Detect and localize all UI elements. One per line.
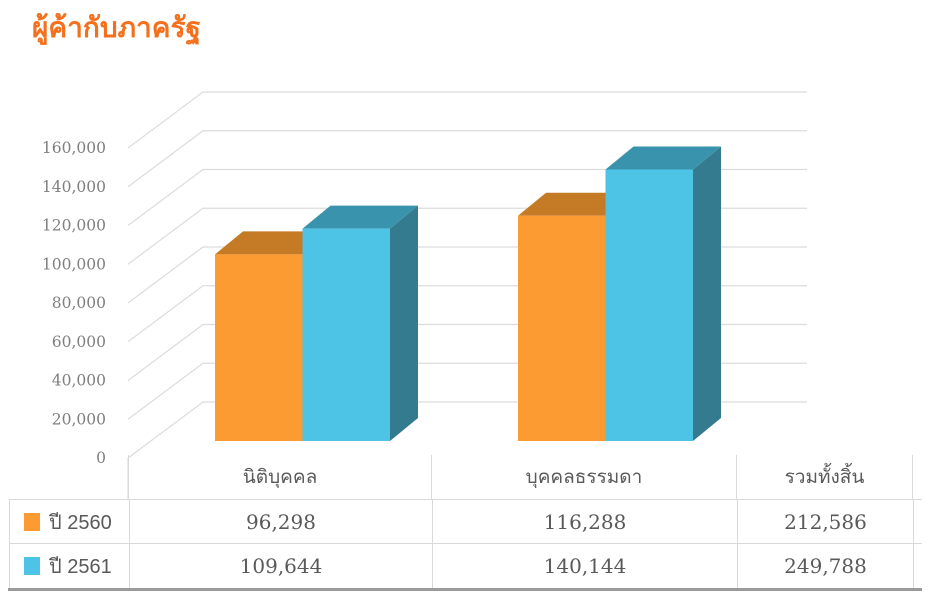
y-axis-tick-label: 60,000 [52,333,106,351]
bar-y2561-cat1[interactable] [302,205,419,441]
value-y2560-total: 212,586 [737,500,914,543]
table-row: ปี 2561 109,644 140,144 249,788 [9,543,922,588]
bar-top-face[interactable] [215,231,331,255]
bar-side-face[interactable] [390,205,418,441]
value-y2561-cat1: 109,644 [129,544,432,588]
bar-side-face[interactable] [693,146,721,441]
legend-label-y2561: ปี 2561 [49,556,112,578]
table-header-total: รวมทั้งสิ้น [736,455,913,499]
table-header-category-2: บุคคลธรรมดา [431,455,736,499]
page-title: ผู้ค้ากับภาครัฐ [32,12,201,43]
y-axis-tick-label: 20,000 [52,410,106,428]
gridline [127,91,807,149]
y-axis-tick-label: 100,000 [42,255,106,273]
y-axis-tick-label: 40,000 [52,372,106,390]
gridline [127,130,807,188]
bar-front-face[interactable] [302,228,391,441]
value-y2561-cat2: 140,144 [432,544,737,588]
bar-top-face[interactable] [605,146,722,170]
legend-swatch-y2560 [24,512,40,531]
bar-front-face[interactable] [605,169,694,441]
legend-label-y2560: ปี 2560 [49,511,112,534]
y-axis-tick-label: 0 [96,449,106,467]
table-bottom-border [8,588,922,591]
value-y2560-cat1: 96,298 [129,500,432,543]
legend-item-y2560[interactable]: ปี 2560 [10,500,129,543]
value-y2561-total: 249,788 [737,544,914,588]
y-axis-tick-label: 120,000 [42,217,106,235]
value-y2560-cat2: 116,288 [432,500,737,543]
table-header-category-1: นิติบุคคล [128,455,431,499]
legend-swatch-y2561 [24,557,40,575]
bar-top-face[interactable] [302,205,419,229]
y-axis-tick-label: 80,000 [52,294,106,312]
legend-item-y2561[interactable]: ปี 2561 [10,544,129,588]
bar-front-face[interactable] [518,215,606,441]
table-row: ปี 2560 96,298 116,288 212,586 [9,499,922,543]
y-axis-tick-label: 140,000 [42,178,106,196]
y-axis-tick-label: 160,000 [42,139,106,157]
bar-top-face[interactable] [518,192,634,216]
bar-y2561-cat2[interactable] [605,146,722,441]
bar-front-face[interactable] [215,254,303,441]
